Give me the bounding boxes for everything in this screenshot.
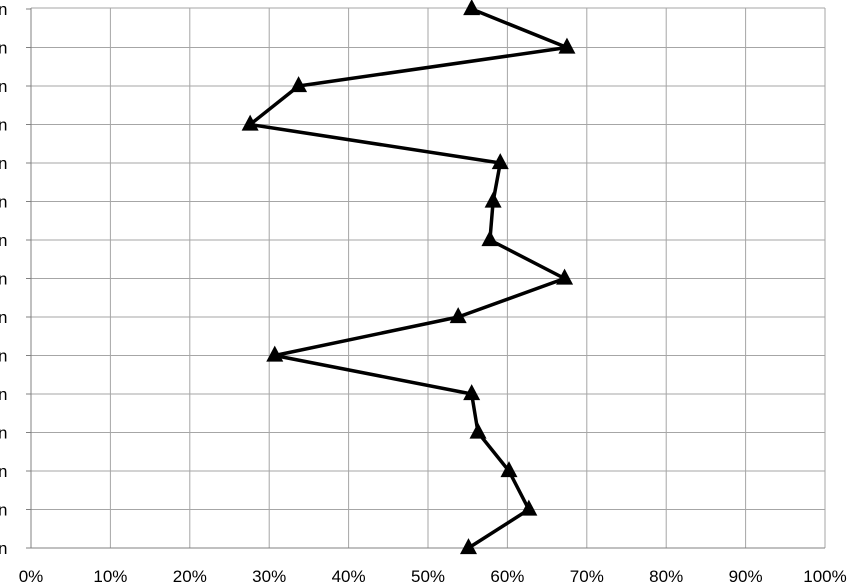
category-label: n — [0, 231, 7, 250]
x-tick-label: 70% — [570, 567, 604, 586]
category-label: n — [0, 501, 7, 520]
x-tick-label: 40% — [332, 567, 366, 586]
triangle-marker — [556, 268, 574, 285]
category-label: n — [0, 154, 7, 173]
category-label: n — [0, 0, 7, 19]
x-axis-tick-labels: 0% 10% 20% 30% 40% 50% 60% 70% 80% 90% 100% — [19, 567, 847, 586]
triangle-marker — [520, 499, 538, 516]
x-tick-label: 90% — [729, 567, 763, 586]
triangle-marker — [463, 384, 481, 401]
triangle-marker — [491, 153, 509, 170]
x-tick-label: 0% — [19, 567, 44, 586]
x-tick-label: 60% — [490, 567, 524, 586]
category-label: n — [0, 462, 7, 481]
category-label: n — [0, 270, 7, 289]
triangle-marker — [469, 422, 487, 439]
triangle-marker — [484, 191, 502, 208]
category-label: n — [0, 308, 7, 327]
gridlines — [30, 7, 826, 549]
triangle-marker — [290, 76, 308, 93]
axes — [26, 8, 825, 549]
triangle-marker — [459, 538, 477, 555]
x-tick-label: 80% — [649, 567, 683, 586]
category-label: n — [0, 39, 7, 58]
category-label: n — [0, 193, 7, 212]
x-tick-label: 100% — [803, 567, 846, 586]
series-markers — [241, 0, 576, 555]
category-label: n — [0, 424, 7, 443]
x-tick-label: 30% — [252, 567, 286, 586]
x-tick-label: 10% — [93, 567, 127, 586]
triangle-marker — [449, 307, 467, 324]
category-label: n — [0, 77, 7, 96]
x-tick-label: 50% — [411, 567, 445, 586]
triangle-marker — [241, 114, 259, 131]
category-label: n — [0, 539, 7, 558]
triangle-marker — [463, 0, 481, 16]
x-tick-label: 20% — [173, 567, 207, 586]
triangle-marker — [266, 345, 284, 362]
category-label: n — [0, 347, 7, 366]
triangle-marker — [500, 461, 518, 478]
category-label: n — [0, 116, 7, 135]
triangle-marker — [481, 230, 499, 247]
triangle-marker — [558, 37, 576, 54]
category-label: n — [0, 385, 7, 404]
